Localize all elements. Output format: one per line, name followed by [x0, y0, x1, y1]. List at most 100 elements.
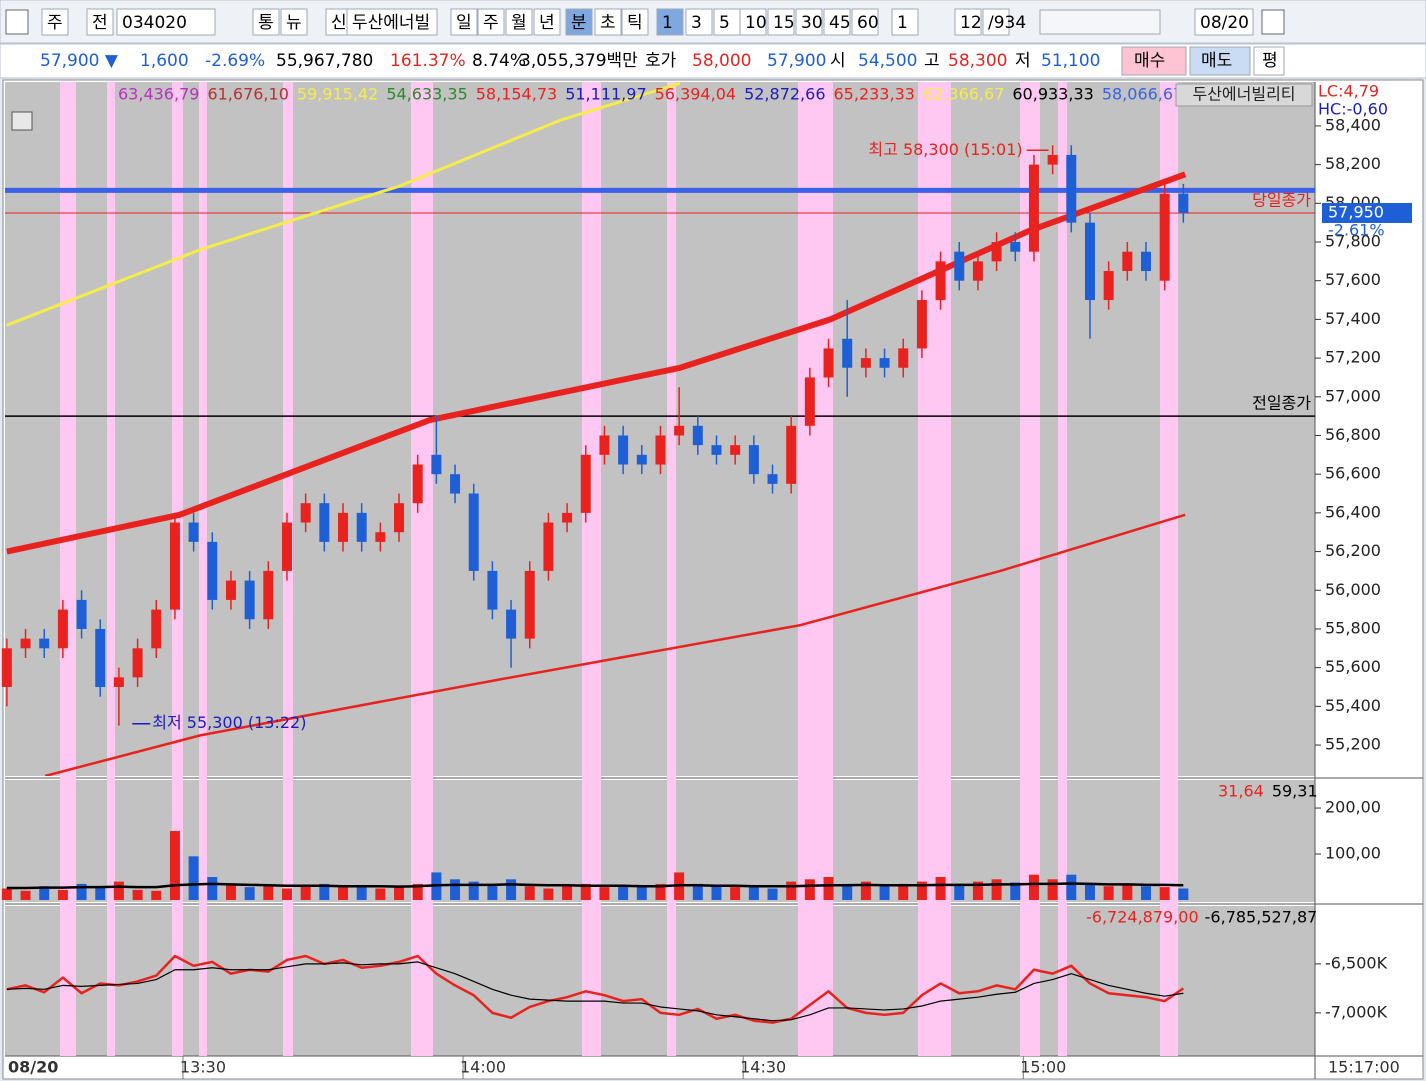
toolbar-button[interactable] — [116, 8, 216, 36]
toolbar-button[interactable] — [252, 8, 280, 36]
candle-body — [431, 454, 442, 475]
quote-field: 시 — [830, 51, 846, 71]
quote-field: 51,100 — [1041, 51, 1100, 71]
toolbar-label: 월 — [511, 13, 527, 33]
toolbar-button[interactable] — [86, 8, 114, 36]
volume-bar — [263, 886, 274, 900]
highlight-stripe — [1058, 82, 1067, 1056]
toolbar-button[interactable] — [621, 8, 649, 36]
highlight-stripe — [667, 82, 676, 1056]
toolbar-button[interactable] — [346, 8, 438, 36]
volume-bar — [562, 886, 573, 900]
volume-bar — [1010, 882, 1021, 900]
toolbar-button[interactable] — [685, 8, 713, 36]
toolbar-button[interactable] — [656, 8, 684, 36]
toolbar-icon[interactable] — [5, 9, 29, 35]
volume-bar — [543, 888, 554, 900]
toolbar-button[interactable] — [982, 8, 1010, 36]
toolbar-label: 통 — [258, 13, 274, 33]
legend-entry: 52,872,66 — [744, 85, 825, 104]
volume-bar — [618, 885, 629, 900]
volume-bar — [823, 877, 834, 900]
y-tick-label: 57,600 — [1325, 270, 1381, 289]
candle-body — [730, 445, 741, 455]
toolbar-button[interactable] — [477, 8, 505, 36]
toolbar-button[interactable] — [1194, 8, 1254, 36]
toolbar-button[interactable] — [594, 8, 622, 36]
toolbar-label: 1 — [897, 13, 908, 33]
sell-button[interactable] — [1189, 46, 1251, 76]
volume-bar — [916, 881, 927, 900]
volume-bar — [188, 856, 199, 900]
toolbar-button[interactable] — [823, 8, 851, 36]
y-tick-label: 57,200 — [1325, 348, 1381, 367]
toolbar-label: 두산에너빌 — [352, 13, 430, 33]
toolbar-label: 15 — [773, 13, 795, 33]
volume-bar — [1066, 874, 1077, 900]
volume-bar — [1028, 874, 1039, 900]
toolbar-button[interactable] — [795, 8, 823, 36]
toolbar-button[interactable] — [891, 8, 919, 36]
last-price: 57,950 — [1328, 202, 1384, 221]
quote-field: 호가 — [645, 51, 677, 71]
candle-body — [300, 503, 311, 523]
toolbar-label: /934 — [988, 13, 1026, 33]
toolbar-label: 3 — [691, 13, 702, 33]
indicator-line — [6, 961, 1184, 1022]
y-tick-label: 56,200 — [1325, 541, 1381, 560]
toolbar-label: 초 — [600, 13, 616, 33]
toolbar-label: 60 — [857, 13, 879, 33]
quote-field: 저 — [1015, 51, 1031, 71]
y-tick-label: -6,500K — [1325, 953, 1388, 972]
toolbar-label: 분 — [571, 13, 587, 33]
toolbar-button[interactable] — [851, 8, 879, 36]
buy-button[interactable] — [1121, 46, 1187, 76]
volume-bar — [599, 887, 610, 900]
toolbar-icon[interactable] — [1261, 9, 1285, 35]
toolbar-button[interactable] — [767, 8, 795, 36]
annotation: 최저 55,300 (13:22) — [152, 713, 306, 732]
volume-bar — [300, 886, 311, 900]
panel-icon[interactable] — [11, 111, 33, 131]
toolbar-label: 틱 — [627, 13, 643, 33]
toolbar-button[interactable] — [565, 8, 593, 36]
moving-average — [6, 82, 681, 327]
volume-bar — [1047, 879, 1058, 900]
toolbar-button[interactable] — [450, 8, 478, 36]
candle-body — [506, 609, 517, 639]
candle-body — [599, 435, 610, 455]
toolbar-icon[interactable] — [1039, 9, 1161, 35]
x-tick-label: 15:00 — [1020, 1058, 1066, 1077]
toolbar-button[interactable] — [533, 8, 561, 36]
toolbar-label: 뉴 — [286, 13, 302, 33]
candle-body — [412, 464, 423, 504]
highlight-stripe — [798, 82, 833, 1056]
y-tick-label: -7,000K — [1325, 1002, 1388, 1021]
candle-body — [674, 425, 685, 436]
toolbar-button[interactable] — [954, 8, 982, 36]
candle-body — [1159, 193, 1170, 281]
toolbar-button[interactable] — [41, 8, 69, 36]
last-change: -2.61% — [1328, 220, 1385, 239]
volume-bar — [711, 886, 722, 900]
toolbar-label: 전 — [92, 13, 108, 33]
volume-bar — [1103, 886, 1114, 900]
volume-bar — [412, 883, 423, 900]
candle-body — [132, 648, 143, 678]
candle-body — [972, 261, 983, 281]
toolbar-button[interactable] — [739, 8, 767, 36]
toolbar-button[interactable] — [505, 8, 533, 36]
y-tick-label: 57,800 — [1325, 232, 1381, 251]
candle-body — [244, 580, 255, 620]
highlight-stripe — [1160, 82, 1178, 1056]
legend-entry: 62,366,67 — [923, 85, 1004, 104]
candle-body — [1, 648, 12, 688]
volume-bar — [225, 883, 236, 900]
volume-ma — [6, 882, 1184, 890]
y-tick-label: 58,400 — [1325, 115, 1381, 134]
quote-field: 매수 — [1134, 51, 1165, 71]
toolbar-button[interactable] — [1253, 46, 1285, 76]
toolbar-button[interactable] — [280, 8, 308, 36]
toolbar-label: 일 — [456, 13, 472, 33]
volume-bar — [1, 888, 12, 900]
